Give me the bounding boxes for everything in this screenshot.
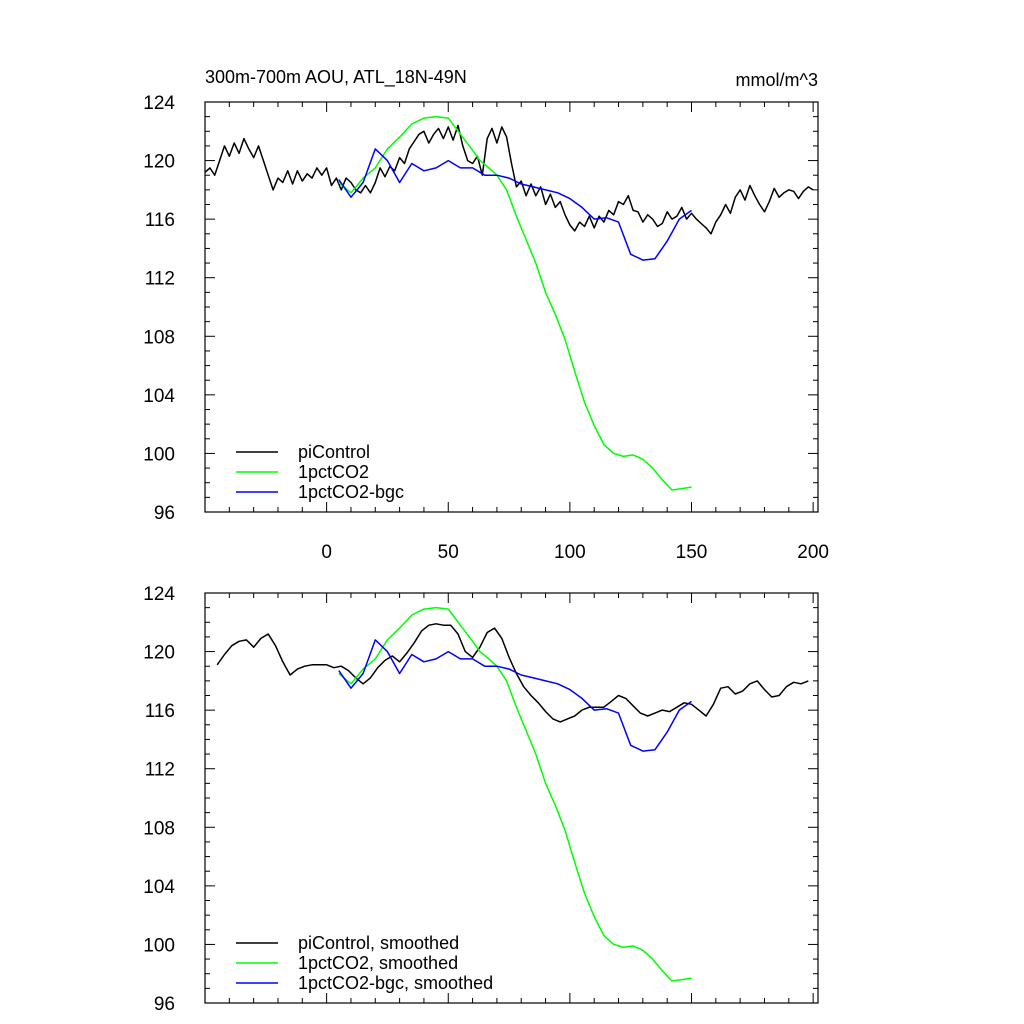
legend-label: 1pctCO2-bgc, smoothed — [298, 973, 493, 993]
y-tick-label: 124 — [143, 93, 175, 114]
legend-label: piControl — [298, 442, 370, 462]
y-tick-label: 100 — [143, 935, 175, 956]
y-tick-label: 112 — [145, 760, 175, 781]
y-tick-label: 112 — [145, 269, 175, 290]
series-line-picontrol — [204, 124, 814, 235]
y-tick-label: 116 — [145, 210, 175, 231]
y-tick-label: 104 — [143, 386, 175, 407]
y-tick-label: 120 — [143, 152, 175, 173]
legend-label: 1pctCO2, smoothed — [298, 953, 458, 973]
x-tick-label: 50 — [438, 542, 459, 563]
y-tick-label: 104 — [143, 877, 175, 898]
y-tick-label: 100 — [143, 444, 175, 465]
legend-label: 1pctCO2-bgc — [298, 482, 404, 502]
legend-label: 1pctCO2 — [298, 462, 369, 482]
panel-raw: 300m-700m AOU, ATL_18N-49N mmol/m^3 96 10… — [143, 67, 829, 563]
y-tick-label: 116 — [145, 701, 175, 722]
axis-ticks: 96 100 104 108 112 116 120 124 — [143, 584, 818, 1015]
y-tick-label: 108 — [143, 818, 175, 839]
x-tick-label: 100 — [554, 542, 586, 563]
units-label: mmol/m^3 — [736, 70, 818, 90]
y-tick-label: 120 — [143, 643, 175, 664]
legend-label: piControl, smoothed — [298, 933, 459, 953]
y-tick-label: 96 — [154, 503, 175, 524]
y-tick-label: 124 — [143, 584, 175, 605]
chart-title: 300m-700m AOU, ATL_18N-49N — [205, 67, 467, 88]
series-line-1pctco2-bgc — [338, 148, 692, 261]
series-line-picontrol-smoothed — [216, 623, 809, 723]
x-tick-label: 150 — [676, 542, 708, 563]
series-group — [216, 606, 809, 982]
series-line-1pctco2 — [338, 115, 692, 491]
series-line-1pctco2-smoothed — [338, 606, 692, 982]
x-tick-label: 200 — [797, 542, 829, 563]
series-line-1pctco2-bgc-smoothed — [338, 639, 692, 752]
series-group — [204, 115, 814, 491]
y-tick-label: 108 — [143, 327, 175, 348]
panel-smoothed: 96 100 104 108 112 116 120 124 piControl, smoot… — [143, 584, 819, 1015]
x-tick-label: 0 — [321, 542, 332, 563]
axis-ticks: 96 100 104 108 112 116 120 124 0 50 100 150 200 — [143, 93, 829, 563]
y-tick-label: 96 — [154, 994, 175, 1015]
